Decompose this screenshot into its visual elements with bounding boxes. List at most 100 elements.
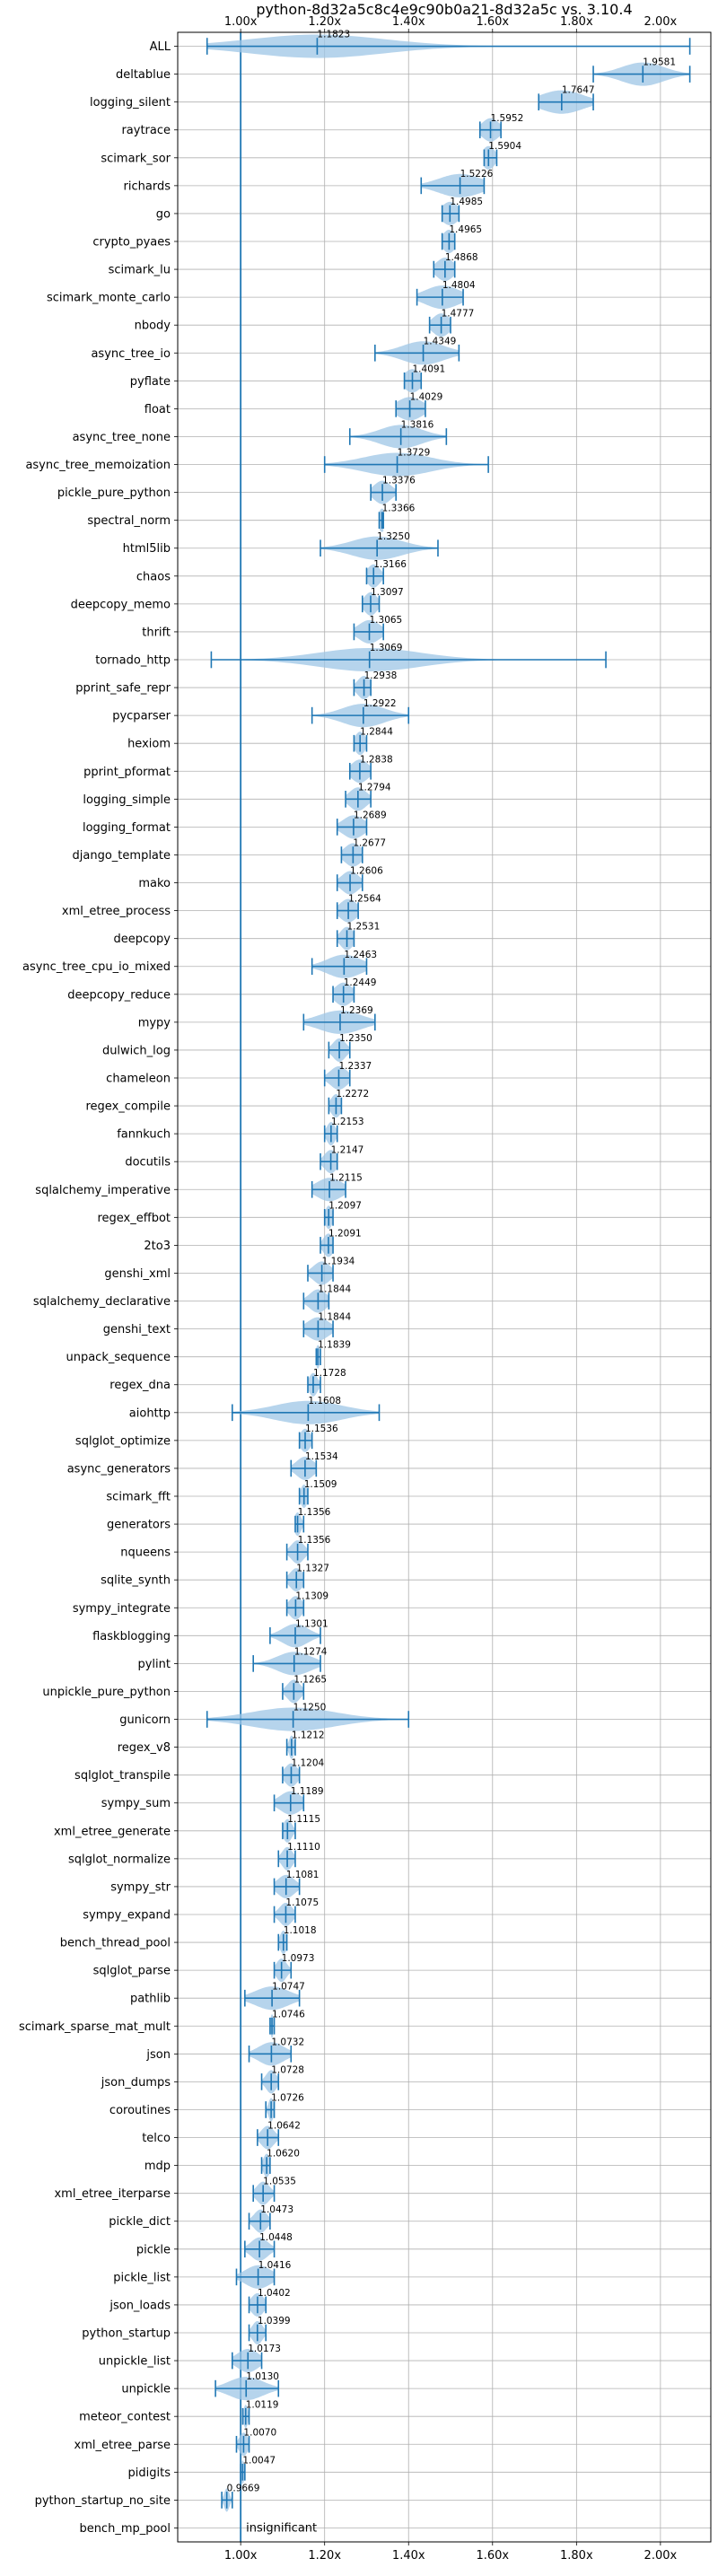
violin-regex_compile <box>328 1094 343 1118</box>
median-value-label: 1.4091 <box>413 364 446 374</box>
violin-unpickle_pure_python <box>282 1679 305 1704</box>
violin-float <box>395 397 426 421</box>
y-tick-label: async_tree_cpu_io_mixed <box>22 960 171 974</box>
violin-sqlalchemy_declarative <box>302 1289 330 1313</box>
y-tick-label: regex_v8 <box>118 1741 171 1755</box>
violin-mako <box>336 871 363 895</box>
y-tick-label: dulwich_log <box>102 1044 171 1057</box>
median-value-label: 1.2337 <box>338 1061 372 1072</box>
median-value-label: 1.1081 <box>286 1870 320 1880</box>
median-value-label: 1.1204 <box>291 1758 324 1769</box>
violin-async_tree_cpu_io_mixed <box>311 954 368 978</box>
y-tick-label: pickle_dict <box>109 2215 171 2229</box>
y-tick-label: unpickle_list <box>99 2355 171 2369</box>
violin-deepcopy <box>336 926 355 951</box>
median-value-label: 1.1115 <box>287 1814 320 1825</box>
median-value-label: 1.1250 <box>293 1703 327 1713</box>
y-tick-label: aiohttp <box>129 1406 171 1420</box>
y-tick-label: pprint_safe_repr <box>75 682 171 696</box>
violin-nqueens <box>285 1540 309 1564</box>
violin-thrift <box>353 619 384 644</box>
x-tick-label-top: 1.80x <box>560 15 593 29</box>
y-tick-label: async_tree_memoization <box>25 459 171 472</box>
y-tick-label: async_tree_none <box>73 431 171 444</box>
y-tick-label: coroutines <box>109 2104 171 2117</box>
median-value-label: 1.2350 <box>339 1033 372 1044</box>
violin-scimark_sparse_mat_mult <box>269 2014 276 2038</box>
median-value-label: 1.0535 <box>263 2177 296 2187</box>
violin-async_tree_none <box>348 425 448 449</box>
violin-scimark_fft <box>298 1485 309 1508</box>
y-tick-label: pycparser <box>112 710 171 723</box>
y-tick-label: deltablue <box>116 68 171 82</box>
violin-unpack_sequence <box>315 1345 321 1369</box>
y-tick-label: xml_etree_generate <box>54 1825 171 1838</box>
y-tick-label: sqlalchemy_imperative <box>35 1184 171 1197</box>
violin-layer <box>206 34 691 2512</box>
y-tick-label: pprint_pformat <box>83 766 171 779</box>
median-value-label: 1.2272 <box>336 1089 369 1100</box>
median-value-label: 1.3366 <box>382 504 416 514</box>
median-value-label: 1.2369 <box>340 1005 373 1016</box>
median-value-label: 1.1839 <box>318 1340 351 1351</box>
violin-pyflate <box>403 369 423 393</box>
median-value-label: 1.1356 <box>298 1535 331 1546</box>
violin-bench_thread_pool <box>277 1931 288 1955</box>
y-tick-label: xml_etree_process <box>62 905 171 918</box>
y-tick-label: 2to3 <box>144 1240 171 1253</box>
violin-sqlalchemy_imperative <box>311 1178 346 1202</box>
violin-async_tree_memoization <box>323 452 489 477</box>
y-tick-label: spectral_norm <box>87 514 171 528</box>
violin-pprint_safe_repr <box>353 676 372 700</box>
y-tick-label: scimark_sor <box>101 152 171 165</box>
y-tick-label: generators <box>107 1519 171 1532</box>
y-tick-label: mypy <box>138 1016 171 1030</box>
median-value-label: 1.4985 <box>450 197 483 207</box>
violin-go <box>441 201 460 225</box>
x-tick-label-top: 1.00x <box>224 15 258 29</box>
median-value-label: 1.7647 <box>562 85 595 96</box>
y-tick-label: mako <box>138 877 171 890</box>
median-value-label: 1.2153 <box>331 1117 364 1127</box>
y-tick-label: deepcopy_reduce <box>67 988 171 1002</box>
median-value-label: 1.1844 <box>318 1312 351 1323</box>
x-tick-label-top: 2.00x <box>644 15 678 29</box>
y-tick-label: tornado_http <box>95 654 171 668</box>
violin-generators <box>294 1512 305 1537</box>
y-tick-label: mdp <box>144 2160 171 2173</box>
y-tick-label: logging_format <box>83 821 171 835</box>
y-tick-label: pickle_pure_python <box>57 486 171 500</box>
violin-fannkuch <box>323 1122 338 1146</box>
y-tick-label: sympy_str <box>110 1880 171 1894</box>
violin-pickle_dict <box>248 2209 271 2233</box>
violin-pprint_pformat <box>348 759 372 784</box>
median-value-label: 1.2449 <box>344 977 377 988</box>
median-value-label: 1.4029 <box>410 391 443 402</box>
median-value-label: 1.0119 <box>246 2399 279 2410</box>
median-value-label: 1.2463 <box>344 950 377 960</box>
median-value-label: 1.4804 <box>442 280 476 291</box>
y-tick-label: gunicorn <box>119 1713 171 1727</box>
median-value-label: 1.2689 <box>354 810 387 820</box>
violin-unpickle <box>215 2377 280 2401</box>
median-value-label: 1.1018 <box>284 1925 317 1936</box>
y-tick-label: sympy_sum <box>101 1797 171 1810</box>
y-tick-label: fannkuch <box>117 1128 171 1142</box>
median-value-label: 1.3069 <box>370 643 403 653</box>
x-tick-label-bottom: 1.40x <box>392 2549 425 2563</box>
violin-scimark_sor <box>483 145 498 170</box>
y-tick-label: bench_mp_pool <box>79 2522 171 2536</box>
y-tick-label: json <box>145 2048 171 2062</box>
violin-python_startup_no_site <box>221 2488 233 2512</box>
y-tick-label: unpickle_pure_python <box>42 1686 171 1699</box>
median-value-label: 1.2844 <box>360 726 393 737</box>
median-value-label: 1.0973 <box>282 1953 315 1964</box>
median-value-label: 1.0620 <box>267 2149 300 2160</box>
median-value-label: 1.1844 <box>318 1284 351 1295</box>
violin-logging_silent <box>538 90 594 114</box>
median-value-label: 1.1728 <box>313 1368 346 1379</box>
violin-sqlglot_normalize <box>277 1846 296 1871</box>
violin-pickle_pure_python <box>370 480 398 504</box>
violin-hexiom <box>353 732 368 756</box>
median-value-label: 1.3376 <box>382 476 416 486</box>
